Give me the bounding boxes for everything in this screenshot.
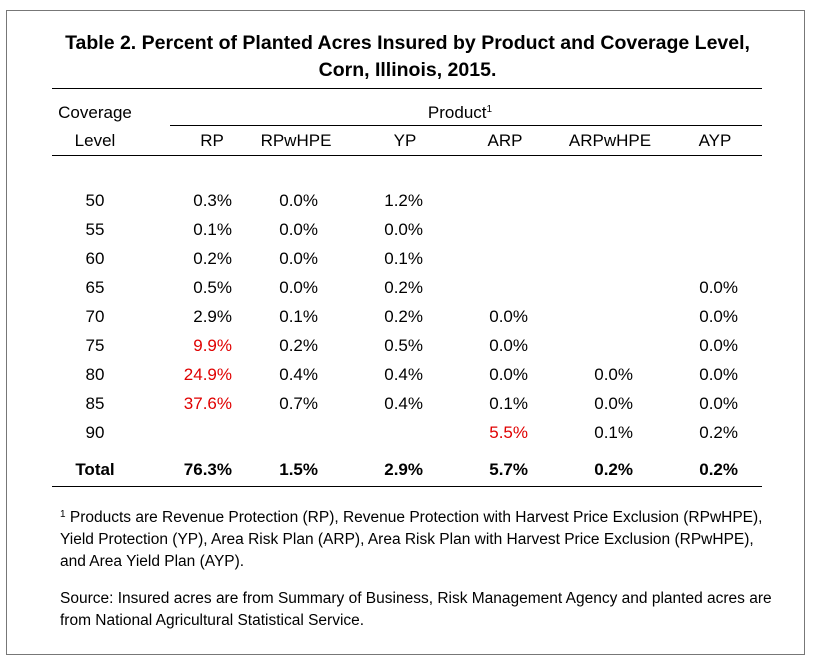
table-row: 60 0.2% 0.0% 0.1% (0, 249, 815, 278)
table-row: 90 5.5% 0.1% 0.2% (0, 423, 815, 452)
table-row: 55 0.1% 0.0% 0.0% (0, 220, 815, 249)
coverage-level-cell: 60 (85, 249, 105, 268)
cell-rpwhpe: 0.2% (279, 336, 318, 355)
cell-arp: 0.1% (489, 394, 528, 413)
total-row: Total 76.3% 1.5% 2.9% 5.7% 0.2% 0.2% (0, 460, 815, 489)
cell-rp: 76.3% (183, 460, 232, 479)
column-header-arpwhpe: ARPwHPE (568, 131, 652, 150)
product-header: Product1 (400, 100, 520, 123)
total-label: Total (75, 460, 115, 479)
cell-arpwhpe: 0.0% (594, 394, 633, 413)
cell-rp: 0.1% (193, 220, 232, 239)
cell-yp: 1.2% (384, 191, 423, 210)
cell-rpwhpe: 1.5% (279, 460, 318, 479)
cell-rp: 24.9% (183, 365, 232, 384)
column-header-ayp: AYP (698, 131, 732, 150)
cell-ayp: 0.2% (699, 460, 738, 479)
cell-rpwhpe: 0.0% (279, 191, 318, 210)
table-title: Table 2. Percent of Planted Acres Insure… (0, 30, 815, 84)
cell-arp: 0.0% (489, 307, 528, 326)
cell-arpwhpe: 0.1% (594, 423, 633, 442)
cell-yp: 0.5% (384, 336, 423, 355)
cell-ayp: 0.0% (699, 307, 738, 326)
cell-rp: 2.9% (193, 307, 232, 326)
cell-ayp: 0.0% (699, 394, 738, 413)
column-header-rp: RP (200, 131, 224, 150)
cell-rpwhpe: 0.0% (279, 278, 318, 297)
header-rule (52, 155, 762, 156)
coverage-level-cell: 50 (85, 191, 105, 210)
cell-ayp: 0.0% (699, 365, 738, 384)
table-row: 65 0.5% 0.0% 0.2% 0.0% (0, 278, 815, 307)
table-row: 85 37.6% 0.7% 0.4% 0.1% 0.0% 0.0% (0, 394, 815, 423)
cell-rp: 37.6% (183, 394, 232, 413)
cell-yp: 0.2% (384, 278, 423, 297)
cell-arpwhpe: 0.2% (594, 460, 633, 479)
cell-yp: 0.4% (384, 365, 423, 384)
footnote-mark: 1 (60, 509, 66, 520)
cell-rpwhpe: 0.0% (279, 249, 318, 268)
cell-ayp: 0.0% (699, 278, 738, 297)
product-header-footnote-mark: 1 (486, 104, 493, 115)
cell-rpwhpe: 0.4% (279, 365, 318, 384)
coverage-level-cell: 75 (85, 336, 105, 355)
cell-arp: 5.7% (489, 460, 528, 479)
cell-rpwhpe: 0.7% (279, 394, 318, 413)
table-row: 50 0.3% 0.0% 1.2% (0, 191, 815, 220)
cell-rp: 0.5% (193, 278, 232, 297)
table-title-text: Table 2. Percent of Planted Acres Insure… (65, 32, 750, 81)
cell-yp: 0.2% (384, 307, 423, 326)
cell-yp: 0.1% (384, 249, 423, 268)
cell-arp: 0.0% (489, 336, 528, 355)
top-rule (52, 88, 762, 89)
footnote: 1 Products are Revenue Protection (RP), … (60, 504, 780, 573)
coverage-header-top: Coverage (58, 103, 132, 122)
table-row: 70 2.9% 0.1% 0.2% 0.0% 0.0% (0, 307, 815, 336)
product-rule (170, 125, 762, 126)
source-note: Source: Insured acres are from Summary o… (60, 590, 772, 629)
cell-rp: 0.2% (193, 249, 232, 268)
cell-rpwhpe: 0.1% (279, 307, 318, 326)
table-frame (6, 10, 805, 655)
coverage-level-cell: 80 (85, 365, 105, 384)
coverage-header-bottom: Level (74, 131, 116, 150)
cell-arp: 5.5% (489, 423, 528, 442)
table-row: 80 24.9% 0.4% 0.4% 0.0% 0.0% 0.0% (0, 365, 815, 394)
product-header-label: Product (427, 103, 487, 122)
cell-rp: 9.9% (193, 336, 232, 355)
coverage-level-cell: 55 (85, 220, 105, 239)
coverage-level-cell: 65 (85, 278, 105, 297)
table-row: 75 9.9% 0.2% 0.5% 0.0% 0.0% (0, 336, 815, 365)
bottom-rule (52, 486, 762, 487)
cell-yp: 0.0% (384, 220, 423, 239)
coverage-level-cell: 90 (85, 423, 105, 442)
coverage-level-cell: 85 (85, 394, 105, 413)
cell-arpwhpe: 0.0% (594, 365, 633, 384)
column-header-yp: YP (393, 131, 417, 150)
cell-ayp: 0.2% (699, 423, 738, 442)
footnote-text: Products are Revenue Protection (RP), Re… (60, 509, 763, 570)
cell-arp: 0.0% (489, 365, 528, 384)
coverage-level-cell: 70 (85, 307, 105, 326)
cell-yp: 0.4% (384, 394, 423, 413)
column-header-rpwhpe: RPwHPE (260, 131, 332, 150)
cell-rpwhpe: 0.0% (279, 220, 318, 239)
cell-ayp: 0.0% (699, 336, 738, 355)
cell-yp: 2.9% (384, 460, 423, 479)
column-header-arp: ARP (487, 131, 523, 150)
cell-rp: 0.3% (193, 191, 232, 210)
